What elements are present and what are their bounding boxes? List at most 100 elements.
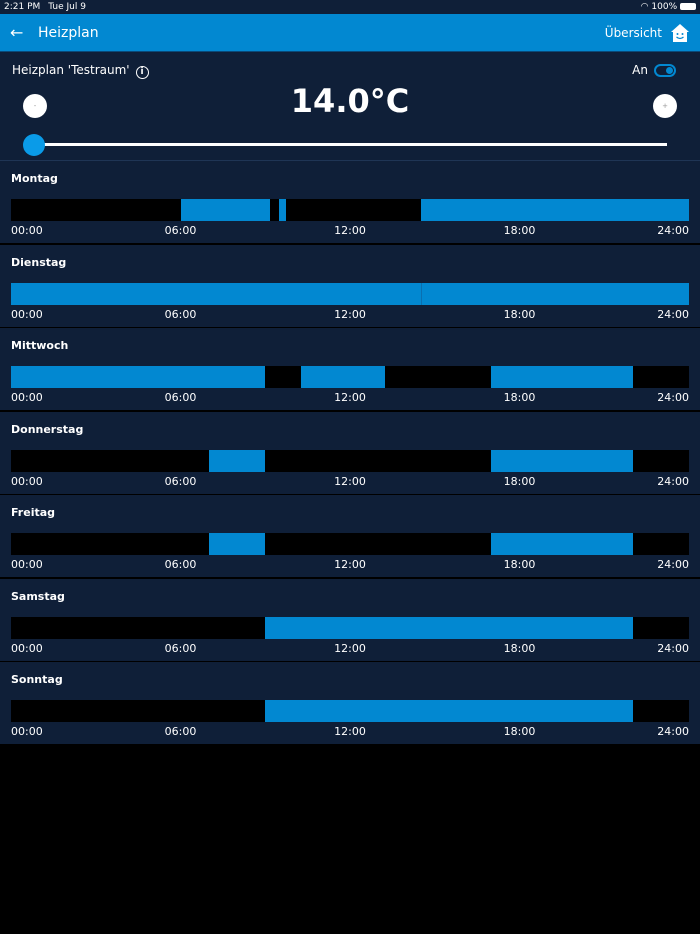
time-tick: 24:00 (657, 391, 689, 404)
time-tick: 12:00 (334, 224, 366, 237)
time-axis: 00:00 06:00 12:00 18:00 24:00 (11, 307, 689, 321)
day-name: Freitag (11, 506, 56, 519)
time-axis: 00:00 06:00 12:00 18:00 24:00 (11, 558, 689, 571)
time-tick: 12:00 (334, 558, 366, 571)
time-tick: 00:00 (11, 641, 43, 655)
temperature-slider-track[interactable] (40, 143, 667, 146)
time-tick: 12:00 (334, 307, 366, 321)
house-smiley-icon[interactable] (670, 23, 690, 43)
heating-period[interactable] (491, 366, 633, 388)
day-name: Montag (11, 172, 58, 185)
time-tick: 18:00 (503, 307, 536, 321)
status-bar: 2:21 PM Tue Jul 9 ◠ 100% (0, 0, 700, 14)
decrease-button[interactable]: - (23, 94, 47, 118)
heating-period[interactable] (11, 366, 266, 388)
heating-period[interactable] (265, 616, 633, 639)
time-tick: 24:00 (657, 641, 689, 655)
time-tick: 12:00 (334, 641, 366, 655)
time-tick: 18:00 (503, 474, 536, 488)
time-tick: 18:00 (503, 725, 536, 738)
day-name: Samstag (11, 589, 65, 603)
time-axis: 00:00 06:00 12:00 18:00 24:00 (11, 725, 689, 738)
temperature-slider-thumb[interactable] (23, 134, 45, 156)
heating-period[interactable] (11, 282, 421, 305)
day-row[interactable]: Dienstag 00:00 06:00 12:00 18:00 24:00 (0, 244, 700, 327)
heating-period[interactable] (420, 199, 689, 221)
heating-period[interactable] (180, 199, 271, 221)
heating-period[interactable] (208, 533, 266, 555)
time-tick: 18:00 (503, 391, 536, 404)
info-icon[interactable]: i (135, 66, 149, 79)
time-tick: 00:00 (11, 474, 43, 488)
time-axis: 00:00 06:00 12:00 18:00 24:00 (11, 391, 689, 404)
time-tick: 12:00 (334, 391, 366, 404)
time-tick: 24:00 (657, 307, 689, 321)
time-tick: 18:00 (503, 558, 536, 571)
heating-period[interactable] (420, 282, 689, 305)
time-tick: 12:00 (334, 474, 366, 488)
heating-period[interactable] (491, 533, 633, 555)
day-timeline[interactable] (11, 533, 689, 555)
increase-button[interactable]: + (653, 94, 677, 118)
toggle-label: An (632, 63, 648, 77)
plan-toggle[interactable] (654, 64, 676, 77)
time-tick: 00:00 (11, 391, 43, 404)
time-axis: 00:00 06:00 12:00 18:00 24:00 (11, 224, 689, 237)
plan-label: Heizplan 'Testraum' i (12, 63, 149, 79)
heating-period[interactable] (491, 449, 633, 472)
time-axis: 00:00 06:00 12:00 18:00 24:00 (11, 641, 689, 655)
heating-period[interactable] (265, 700, 633, 722)
time-tick: 06:00 (164, 224, 197, 237)
day-row[interactable]: Freitag 00:00 06:00 12:00 18:00 24:00 (0, 495, 700, 577)
back-arrow-icon[interactable]: ← (10, 23, 24, 42)
overview-button[interactable]: Übersicht (604, 25, 662, 40)
day-timeline[interactable] (11, 616, 689, 639)
status-date: Tue Jul 9 (48, 2, 86, 12)
battery-level: 100% (651, 2, 678, 12)
time-tick: 00:00 (11, 224, 43, 237)
time-tick: 24:00 (657, 474, 689, 488)
day-name: Donnerstag (11, 422, 84, 436)
time-tick: 00:00 (11, 725, 43, 738)
time-tick: 18:00 (503, 224, 536, 237)
day-timeline[interactable] (11, 700, 689, 722)
time-tick: 06:00 (164, 641, 197, 655)
temperature-value: 14.0°C (290, 82, 410, 120)
day-row[interactable]: Montag 00:00 06:00 12:00 18:00 24:00 (0, 161, 700, 243)
time-tick: 24:00 (657, 725, 689, 738)
heating-period[interactable] (208, 449, 266, 472)
time-tick: 06:00 (164, 474, 197, 488)
temperature-control: Heizplan 'Testraum' i An 14.0°C - + (0, 52, 700, 161)
time-tick: 06:00 (164, 307, 197, 321)
time-tick: 06:00 (164, 558, 197, 571)
weekly-schedule: Montag 00:00 06:00 12:00 18:00 24:00 Dienstag 0… (0, 161, 700, 744)
time-tick: 12:00 (334, 725, 366, 738)
day-timeline[interactable] (11, 366, 689, 388)
day-row[interactable]: Sonntag 00:00 06:00 12:00 18:00 24:00 (0, 662, 700, 744)
time-tick: 06:00 (164, 391, 197, 404)
time-tick: 00:00 (11, 307, 43, 321)
day-name: Dienstag (11, 255, 67, 269)
day-timeline[interactable] (11, 282, 689, 305)
time-tick: 18:00 (503, 641, 536, 655)
day-timeline[interactable] (11, 199, 689, 221)
time-tick: 06:00 (164, 725, 197, 738)
app-header: ← Heizplan Übersicht (0, 14, 700, 52)
plan-name: Heizplan 'Testraum' (12, 63, 130, 77)
day-name: Mittwoch (11, 339, 69, 352)
heating-period[interactable] (300, 366, 386, 388)
time-tick: 24:00 (657, 558, 689, 571)
day-name: Sonntag (11, 673, 63, 686)
time-tick: 00:00 (11, 558, 43, 571)
status-time: 2:21 PM (4, 2, 41, 12)
page-title: Heizplan (38, 24, 99, 41)
day-timeline[interactable] (11, 449, 689, 472)
time-tick: 24:00 (657, 224, 689, 237)
wifi-icon: ◠ (640, 2, 652, 12)
battery-icon (680, 3, 696, 10)
day-row[interactable]: Samstag 00:00 06:00 12:00 18:00 24:00 (0, 578, 700, 661)
time-axis: 00:00 06:00 12:00 18:00 24:00 (11, 474, 689, 488)
day-row[interactable]: Mittwoch 00:00 06:00 12:00 18:00 24:00 (0, 328, 700, 410)
heating-period[interactable] (279, 199, 287, 221)
day-row[interactable]: Donnerstag 00:00 06:00 12:00 18:00 24:00 (0, 411, 700, 494)
